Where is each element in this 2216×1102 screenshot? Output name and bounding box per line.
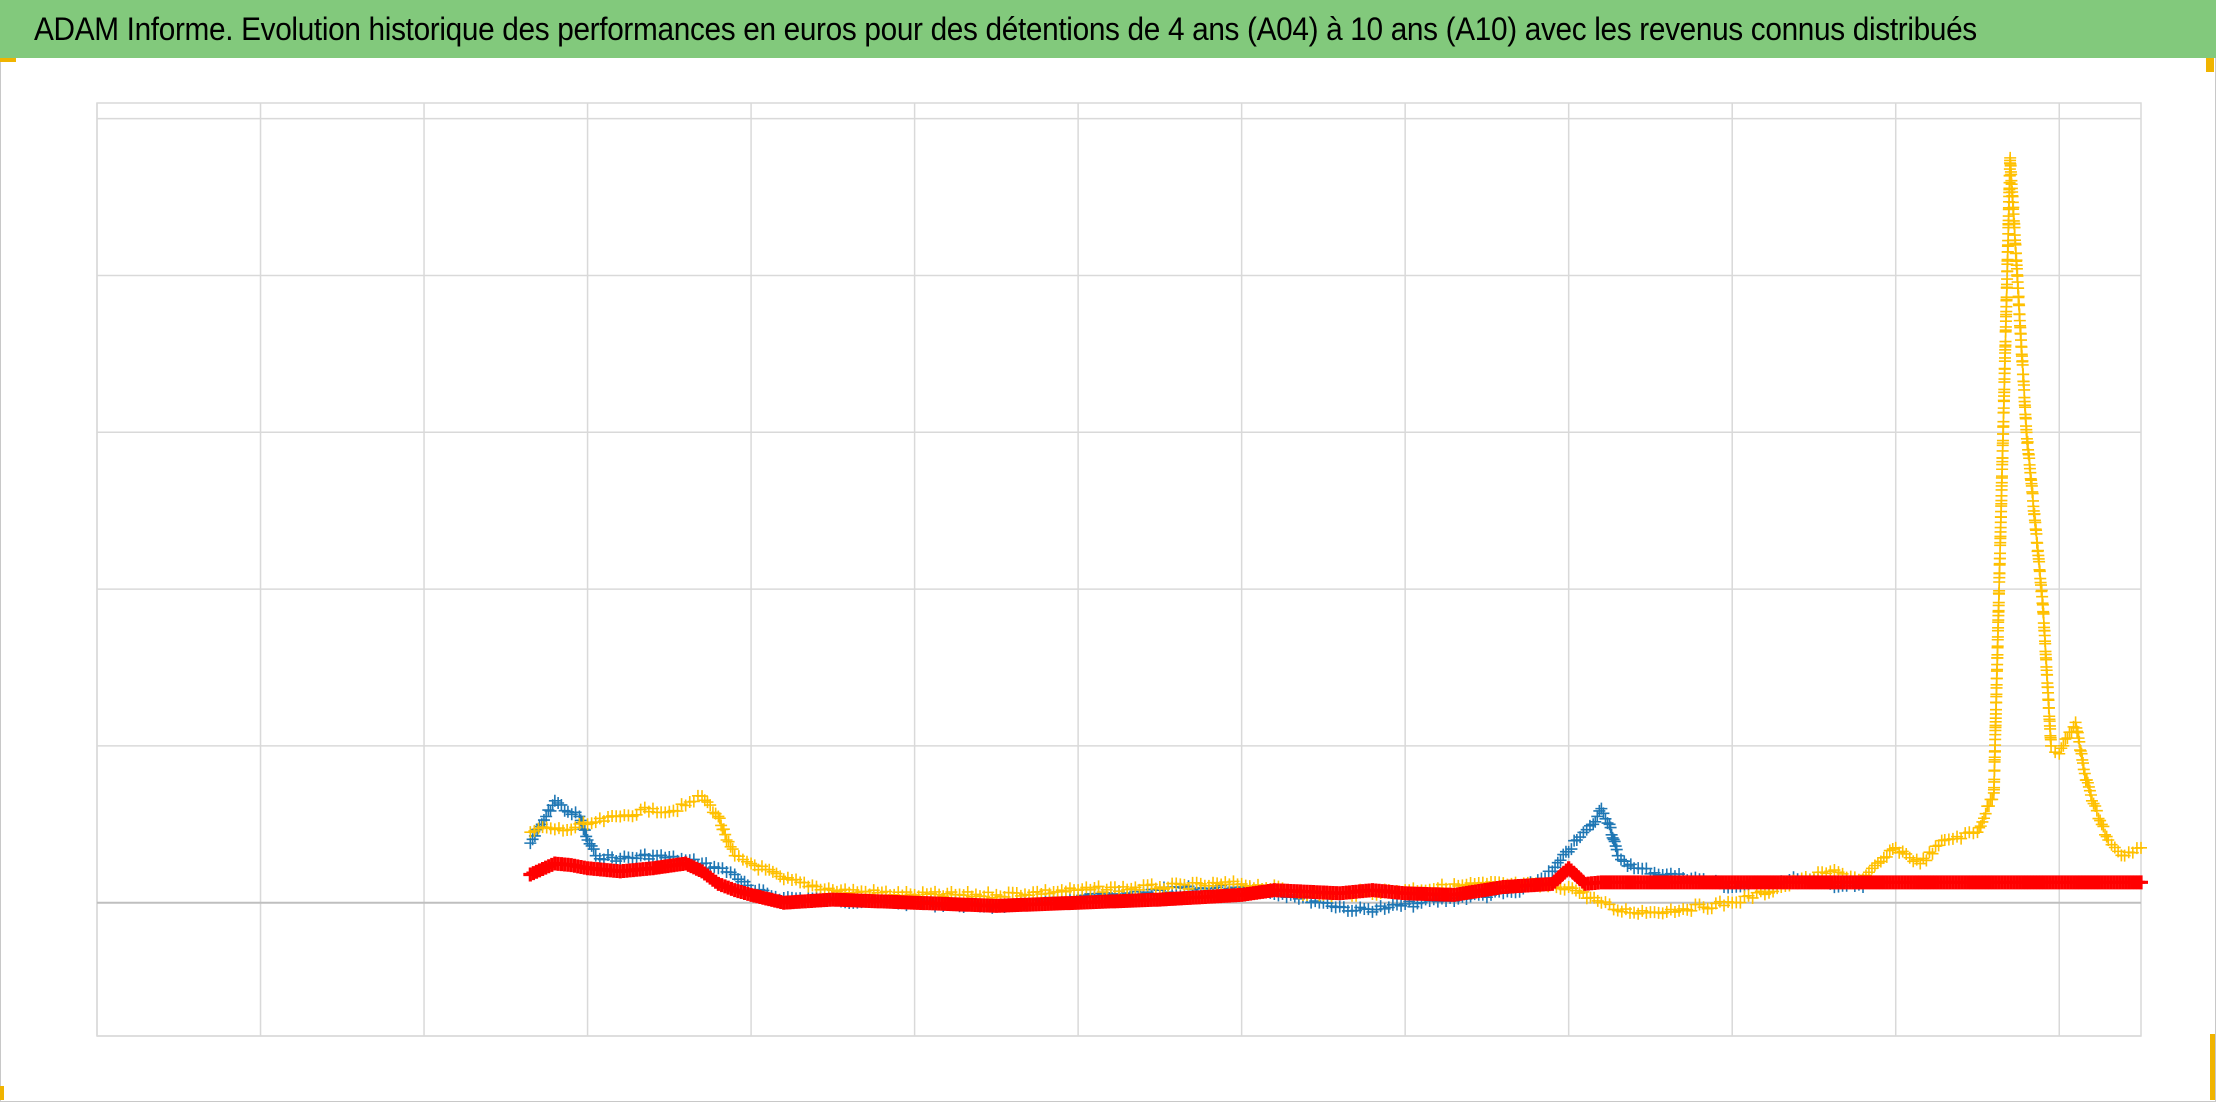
series-mark xyxy=(2097,820,2110,833)
series-mark xyxy=(1597,807,1610,820)
series-mark xyxy=(722,835,735,848)
series-mark xyxy=(2078,767,2091,780)
series-mark xyxy=(1979,807,1992,820)
series-mark xyxy=(1917,852,1930,865)
series-mark xyxy=(701,796,714,809)
series-mark xyxy=(1554,854,1567,867)
series-mark xyxy=(1883,844,1896,857)
gridlines xyxy=(96,102,2142,1037)
series-mark xyxy=(2084,789,2097,802)
series-mark xyxy=(578,824,591,837)
data-point xyxy=(2134,875,2148,890)
series-3 xyxy=(523,856,2148,913)
series-mark xyxy=(2099,828,2112,841)
series-mark xyxy=(587,843,600,856)
series-mark xyxy=(713,812,726,825)
series-mark xyxy=(585,839,598,852)
series-mark xyxy=(2059,733,2072,746)
series-mark xyxy=(1865,862,1878,875)
series-mark xyxy=(1920,854,1933,867)
series-mark xyxy=(1591,810,1604,823)
series-mark xyxy=(2057,739,2070,752)
data-point xyxy=(1570,833,1583,846)
series-mark xyxy=(704,799,717,812)
series-2 xyxy=(524,151,2147,920)
series-mark xyxy=(1923,846,1936,859)
corner-mark-bottom-right xyxy=(2210,1034,2215,1100)
series-mark xyxy=(1986,793,1999,806)
series-mark xyxy=(2090,804,2103,817)
series-mark xyxy=(2095,818,2108,831)
chart-title: ADAM Informe. Evolution historique des p… xyxy=(34,10,1977,47)
series-mark xyxy=(2055,742,2068,755)
series-mark xyxy=(1557,848,1570,861)
series-mark xyxy=(1734,896,1747,909)
series-mark xyxy=(1685,904,1698,917)
series-mark xyxy=(671,805,684,818)
title-bar: ADAM Informe. Evolution historique des p… xyxy=(0,0,2216,58)
data-point xyxy=(2053,747,2066,760)
series-mark xyxy=(1929,840,1942,853)
series-mark xyxy=(1982,800,1995,813)
series-mark xyxy=(1607,833,1620,846)
corner-mark-top-left xyxy=(0,58,16,62)
series-mark xyxy=(552,796,565,809)
data-point xyxy=(1587,818,1600,831)
series-mark xyxy=(726,843,739,856)
series-mark xyxy=(1562,845,1575,858)
data-point xyxy=(1914,857,1927,870)
series-mark xyxy=(544,804,557,817)
series-mark xyxy=(1551,856,1564,869)
series-mark xyxy=(2080,773,2093,786)
data-point xyxy=(2135,841,2147,854)
series-mark xyxy=(1886,843,1899,856)
data-point xyxy=(2045,739,2058,752)
series-mark xyxy=(717,823,730,836)
data-point xyxy=(720,833,733,846)
series-mark xyxy=(724,840,737,853)
series-mark xyxy=(1926,847,1939,860)
series-mark xyxy=(1871,857,1884,870)
series-mark xyxy=(1565,843,1578,856)
series-mark xyxy=(1610,843,1623,856)
series-mark xyxy=(698,794,711,807)
series-mark xyxy=(2087,797,2100,810)
series-mark xyxy=(719,828,732,841)
series-marks xyxy=(523,151,2148,920)
series-mark xyxy=(1880,850,1893,863)
series-mark xyxy=(1877,851,1890,864)
corner-mark-bottom-left xyxy=(0,1086,4,1100)
series-mark xyxy=(1589,815,1602,828)
data-point xyxy=(712,810,725,823)
corner-mark-top-right xyxy=(2206,58,2214,72)
series-mark xyxy=(1604,821,1617,834)
